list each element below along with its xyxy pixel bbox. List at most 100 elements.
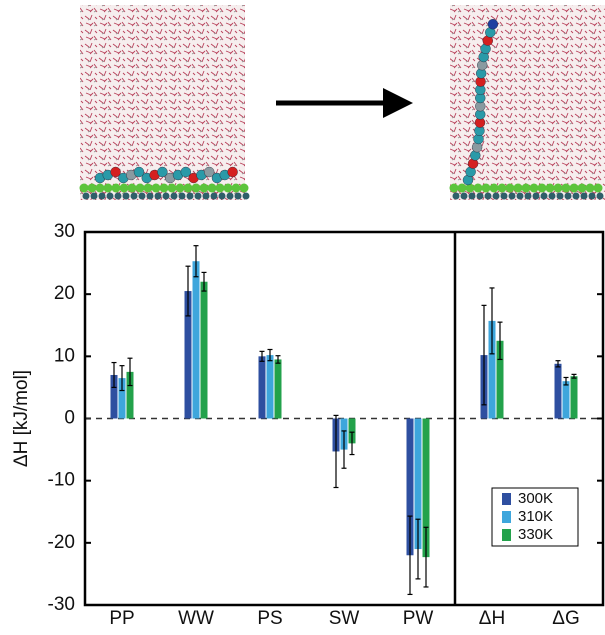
error-bar <box>571 373 577 379</box>
surface-atom <box>513 183 523 193</box>
chain-bead <box>180 166 192 178</box>
error-bar <box>185 265 191 317</box>
error-bar <box>193 245 199 278</box>
y-tick-label: 0 <box>64 408 75 429</box>
bar <box>200 281 208 419</box>
surface-atom <box>175 183 185 193</box>
surface-atom <box>569 183 579 193</box>
plot-frame <box>83 230 605 607</box>
surface-atom <box>170 192 178 200</box>
bar <box>422 418 430 558</box>
bar <box>184 291 192 419</box>
error-bar <box>423 526 429 588</box>
surface-atom <box>588 192 596 200</box>
bar <box>488 320 496 419</box>
error-bar <box>201 271 207 292</box>
error-bar <box>111 361 117 389</box>
y-tick-label: -20 <box>48 532 75 553</box>
surface-atom <box>556 192 564 200</box>
surface-atom <box>540 192 548 200</box>
bar <box>110 374 118 419</box>
surface-atom <box>521 183 531 193</box>
surface-atom <box>484 192 492 200</box>
bar <box>414 418 422 550</box>
error-bar <box>341 430 347 469</box>
surface-atom <box>186 192 194 200</box>
bar <box>406 418 414 556</box>
surface-atom <box>98 192 106 200</box>
surface-atom <box>215 183 225 193</box>
surface-atom <box>122 192 130 200</box>
surface-atom <box>130 192 138 200</box>
surface-atom <box>103 183 113 193</box>
bar <box>554 363 562 419</box>
surface-atom <box>183 183 193 193</box>
legend-label: 300K <box>518 490 553 507</box>
surface-atom <box>218 192 226 200</box>
x-tick-label: PP <box>109 608 134 629</box>
error-bar <box>481 304 487 406</box>
chain-bead <box>133 166 145 178</box>
surface-atom <box>199 183 209 193</box>
bar <box>496 340 504 419</box>
legend-label: 310K <box>518 508 553 525</box>
error-bar <box>407 515 413 596</box>
surface-atom <box>135 183 145 193</box>
surface-atom <box>465 183 475 193</box>
surface-atom <box>178 192 186 200</box>
bar <box>126 371 134 419</box>
error-bar <box>119 365 125 392</box>
surface-atom <box>593 183 603 193</box>
surface-atom <box>239 183 249 193</box>
surface-atom <box>524 192 532 200</box>
chain-bead <box>487 19 499 30</box>
chain-bead <box>110 166 121 178</box>
bar <box>562 381 570 419</box>
surface-atom <box>585 183 595 193</box>
surface-atom <box>138 192 146 200</box>
surface-atom <box>159 183 169 193</box>
bar <box>118 378 126 419</box>
surface-atom <box>561 183 571 193</box>
chain-bead <box>157 166 168 178</box>
bar <box>266 355 274 419</box>
surface-atom <box>114 192 122 200</box>
x-tick-label: SW <box>329 608 360 629</box>
surface-atom <box>489 183 499 193</box>
x-tick-label: PW <box>403 608 434 629</box>
chain-bead <box>203 166 215 178</box>
legend-swatch <box>502 493 511 505</box>
surface-atom <box>119 183 129 193</box>
surface-atom <box>79 183 89 193</box>
surface-atom <box>532 192 540 200</box>
surface-atom <box>154 192 162 200</box>
plot: -30 -20 -10 0 10 20 30 ΔH [kJ/mol] PP WW PS SW PW ΔH Δ… <box>11 221 605 629</box>
surface-atom <box>210 192 218 200</box>
legend-label: 330K <box>518 526 553 543</box>
surface-atom <box>162 192 170 200</box>
error-bar <box>563 376 569 386</box>
error-bar <box>497 321 503 361</box>
surface-atom <box>473 183 483 193</box>
surface-atom <box>580 192 588 200</box>
surface-atom <box>127 183 137 193</box>
surface-atom <box>242 192 250 200</box>
y-tick-label: -30 <box>48 594 75 615</box>
error-bar <box>415 518 421 580</box>
surface-atom <box>449 183 459 193</box>
surface-atom <box>577 183 587 193</box>
surface-atom <box>143 183 153 193</box>
surface-atom <box>95 183 105 193</box>
surface-atom <box>460 192 468 200</box>
surface-atom <box>87 183 97 193</box>
surface-atom <box>476 192 484 200</box>
surface-atom <box>151 183 161 193</box>
error-bar <box>275 355 281 364</box>
error-bar <box>127 357 133 387</box>
y-tick-label: 10 <box>54 345 75 366</box>
surface-atom <box>572 192 580 200</box>
bar <box>348 418 356 444</box>
surface-atom <box>516 192 524 200</box>
surface-atom <box>191 183 201 193</box>
error-bar <box>267 348 273 362</box>
